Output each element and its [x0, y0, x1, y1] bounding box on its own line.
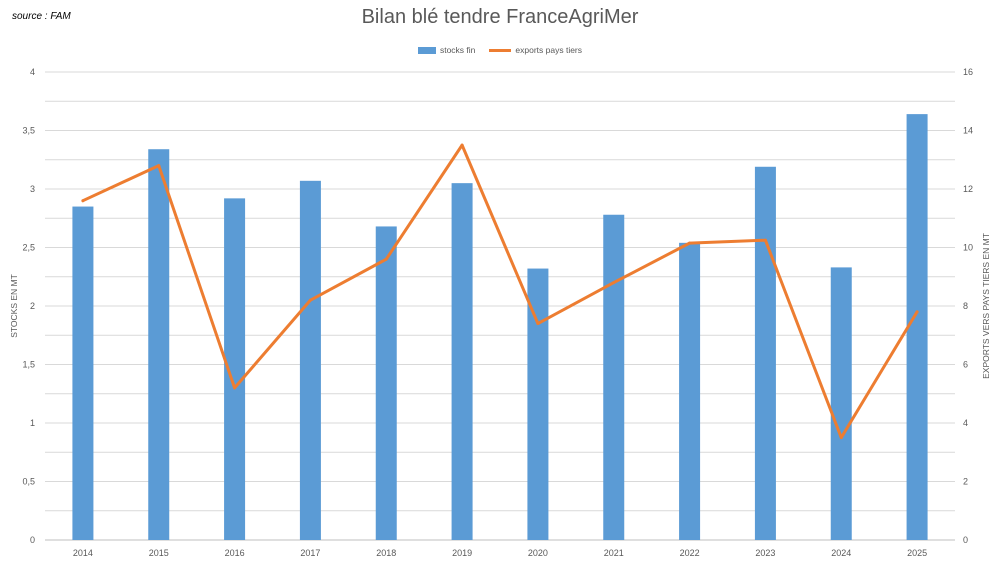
y-tick-left: 4 [30, 67, 35, 77]
line-point [915, 310, 919, 314]
source-note: source : FAM [12, 11, 71, 22]
x-tick-label: 2015 [149, 548, 169, 558]
legend-label-stocks: stocks fin [439, 45, 476, 55]
y-tick-left: 3 [30, 184, 35, 194]
y-tick-left: 0,5 [22, 477, 35, 487]
legend-swatch-bar [417, 46, 436, 54]
line-point [384, 257, 388, 261]
gridlines [45, 71, 955, 541]
x-tick-label: 2024 [831, 548, 851, 558]
line-point [839, 436, 843, 440]
y-tick-right: 8 [963, 301, 968, 311]
y-tick-left: 3,5 [22, 126, 35, 136]
line-point [460, 143, 464, 147]
line-point [233, 386, 237, 390]
legend-item-exports: exports pays tiers [489, 45, 582, 55]
x-tick-label: 2018 [376, 548, 396, 558]
x-tick-label: 2017 [300, 548, 320, 558]
y-tick-left: 1 [30, 418, 35, 428]
x-tick-label: 2023 [755, 548, 775, 558]
bar-series-stocks [72, 114, 928, 541]
bar [299, 180, 321, 540]
y-tick-left: 1,5 [22, 360, 35, 370]
x-tick-label: 2021 [604, 548, 624, 558]
bar [375, 226, 397, 540]
line-point [612, 281, 616, 285]
bar [72, 206, 94, 541]
bar [148, 149, 170, 540]
x-tick-label: 2014 [73, 548, 93, 558]
axes: 0 0,5 1 1,5 2 2,5 3 3,5 4 0 2 4 6 8 10 12 14 16 2014 2015 20… [22, 67, 973, 558]
y-tick-right: 10 [963, 243, 973, 253]
x-tick-label: 2016 [225, 548, 245, 558]
y-tick-right: 0 [963, 535, 968, 545]
x-tick-label: 2019 [452, 548, 472, 558]
legend-swatch-line [489, 48, 512, 52]
y-tick-right: 16 [963, 67, 973, 77]
line-path-exports [81, 143, 919, 440]
line-point [688, 241, 692, 245]
line-point [157, 164, 161, 168]
bar [224, 198, 246, 541]
y-tick-right: 4 [963, 418, 968, 428]
y-tick-left: 2 [30, 301, 35, 311]
y-tick-left: 2,5 [22, 243, 35, 253]
line-point [81, 199, 85, 203]
legend-label-exports: exports pays tiers [515, 45, 583, 55]
line-point [536, 322, 540, 326]
x-tick-label: 2020 [528, 548, 548, 558]
x-tick-label: 2022 [680, 548, 700, 558]
y-axis-title-left: STOCKS EN MT [9, 274, 19, 338]
y-tick-right: 6 [963, 360, 968, 370]
bar [527, 268, 549, 540]
line-series-exports [81, 143, 919, 440]
y-tick-right: 2 [963, 477, 968, 487]
y-tick-right: 12 [963, 184, 973, 194]
bar [754, 166, 776, 540]
y-axis-title-right: EXPORTS VERS PAYS TIERS EN MT [981, 233, 991, 379]
y-tick-left: 0 [30, 535, 35, 545]
y-tick-right: 14 [963, 126, 973, 136]
line-point [763, 238, 767, 242]
chart-title: Bilan blé tendre FranceAgriMer [361, 6, 639, 28]
x-tick-label: 2025 [907, 548, 927, 558]
legend-item-stocks: stocks fin [417, 45, 476, 55]
chart-legend: stocks fin exports pays tiers [0, 45, 1000, 55]
line-point [308, 298, 312, 302]
bar [451, 183, 473, 540]
bar [830, 267, 852, 540]
bar [603, 214, 625, 541]
bar [679, 242, 701, 540]
bar [906, 114, 928, 541]
